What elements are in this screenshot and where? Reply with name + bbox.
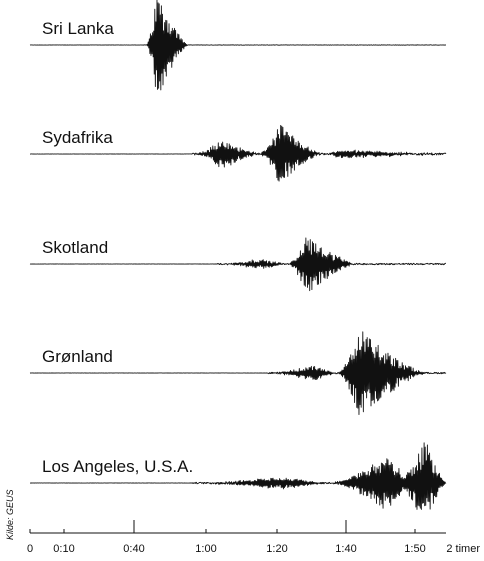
station-label-los-angeles: Los Angeles, U.S.A. [42, 457, 193, 476]
trace-skotland [29, 237, 447, 292]
trace-group [29, 0, 447, 510]
tick-label-7: 2 timer [446, 543, 480, 555]
station-label-gronland: Grønland [42, 347, 113, 366]
trace-sydafrika [29, 124, 447, 182]
trace-sri-lanka [29, 0, 447, 91]
tick-label-6: 1:50 [404, 543, 425, 555]
tick-group: 0 0:10 0:40 1:00 1:20 1:40 1:50 2 timer [27, 520, 480, 555]
station-label-sydafrika: Sydafrika [42, 128, 113, 147]
tick-label-1: 0:10 [53, 543, 74, 555]
tick-label-4: 1:20 [266, 543, 287, 555]
tick-label-5: 1:40 [335, 543, 356, 555]
tick-label-3: 1:00 [195, 543, 216, 555]
station-label-group: Sri Lanka Sydafrika Skotland Grønland Lo… [42, 19, 193, 476]
station-label-skotland: Skotland [42, 238, 108, 257]
tick-label-0: 0 [27, 543, 33, 555]
station-label-sri-lanka: Sri Lanka [42, 19, 114, 38]
trace-los-angeles [29, 442, 447, 510]
source-credit: Kilde: GEUS [5, 489, 15, 540]
tick-label-2: 0:40 [123, 543, 144, 555]
trace-gronland [29, 331, 447, 415]
